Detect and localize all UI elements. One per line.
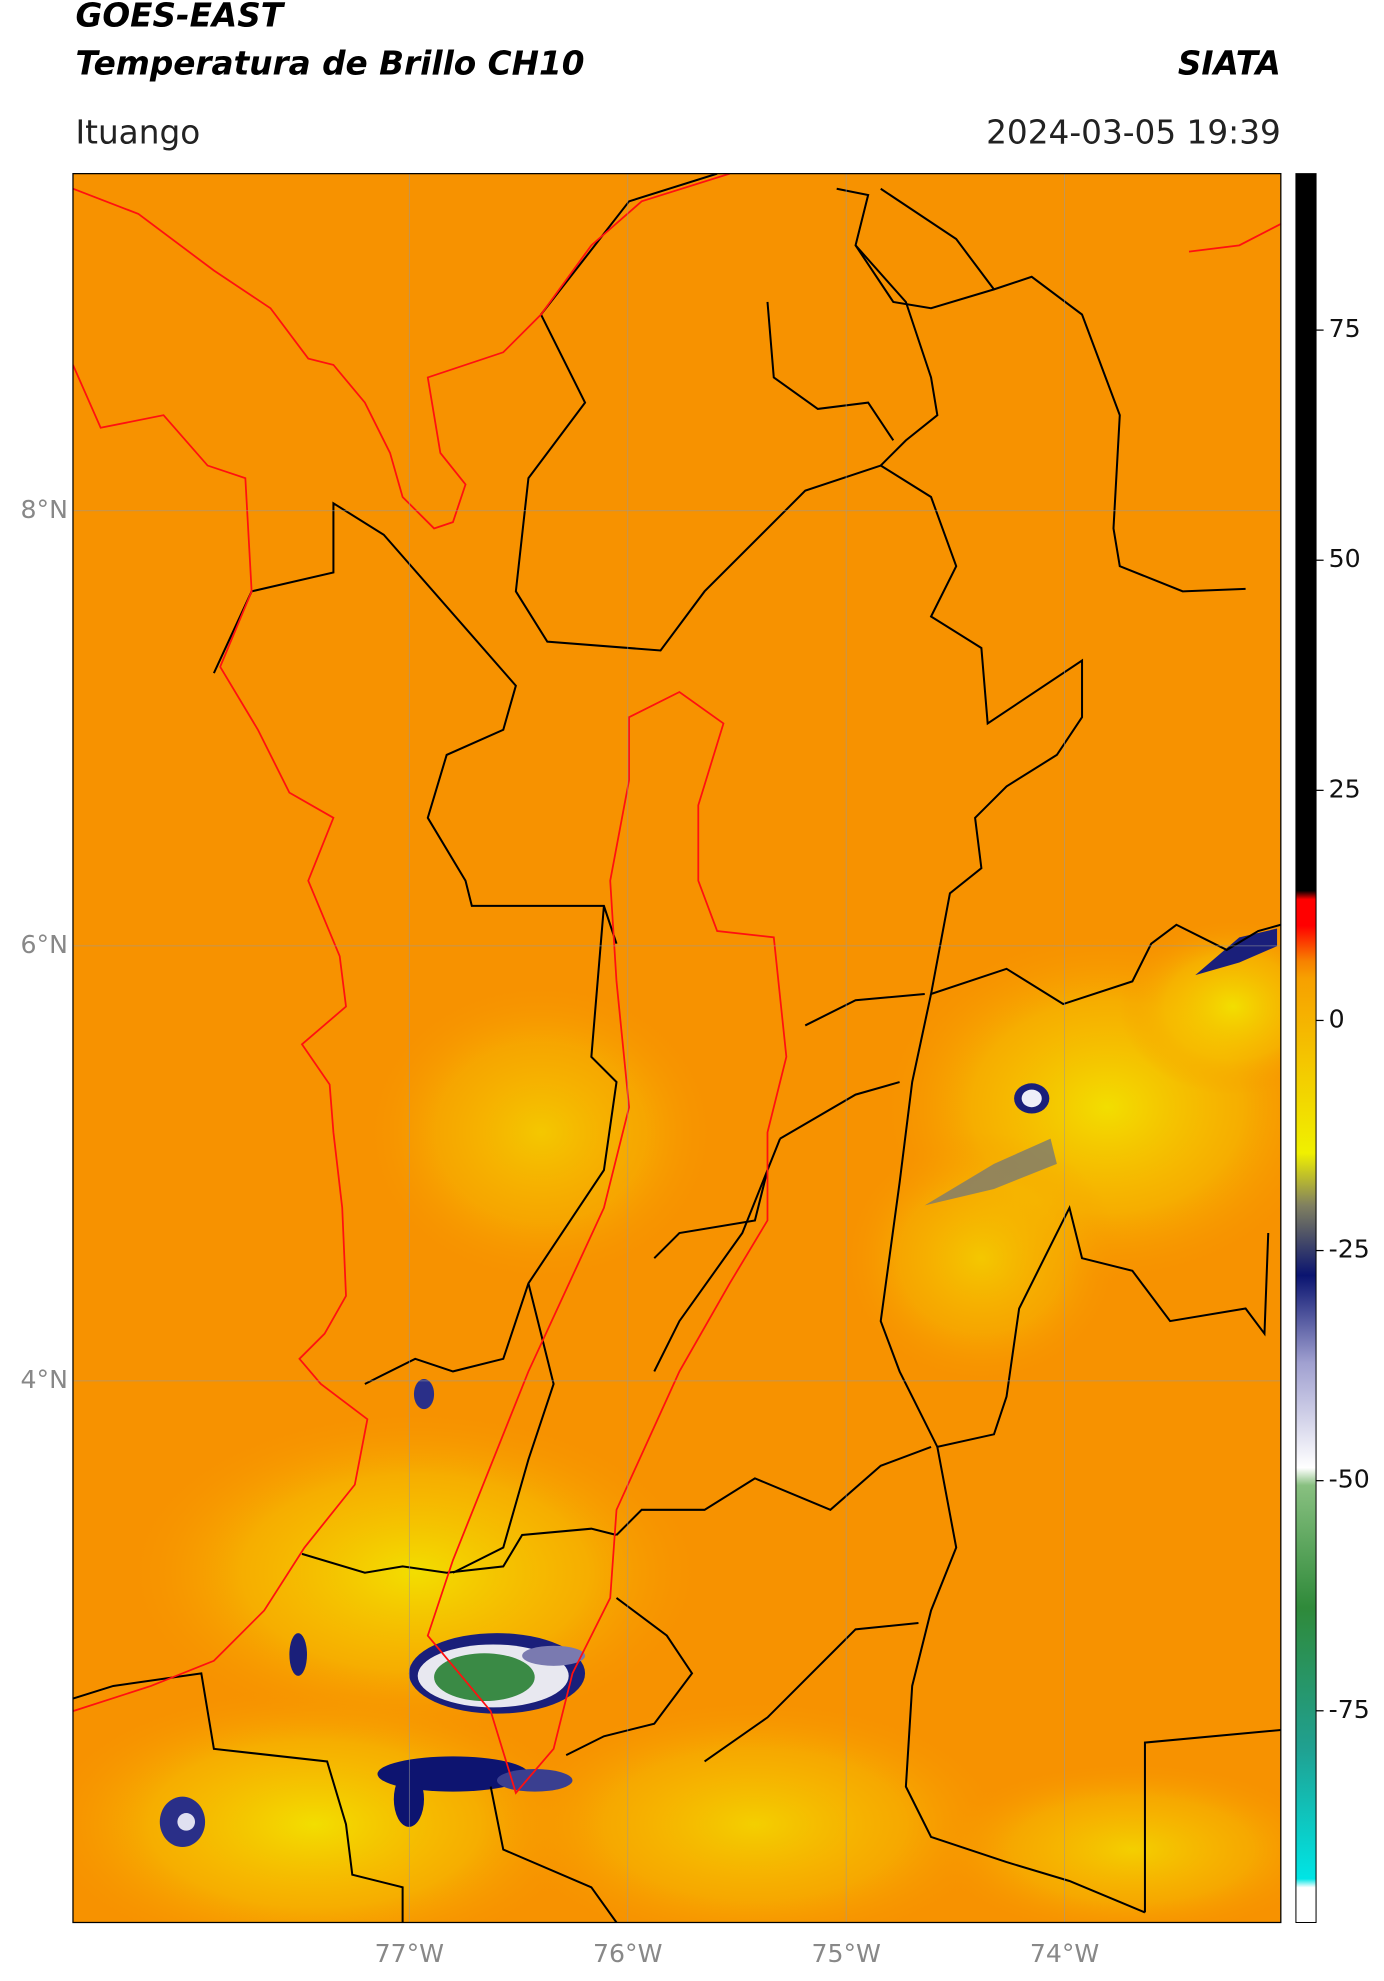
colorbar-tick-label: -75 (1329, 1695, 1370, 1724)
cold-clouds (159, 928, 1278, 1848)
y-tick-label: 4°N (21, 1365, 68, 1394)
title: GOES-EAST (75, 0, 285, 35)
colorbar-tick-label: 0 (1329, 1004, 1345, 1033)
colorbar (1295, 173, 1317, 1923)
x-tick-label: 76°W (593, 1939, 663, 1968)
x-tick-label: 75°W (811, 1939, 881, 1968)
colorbar-tick-label: 25 (1329, 774, 1361, 803)
coastline (72, 173, 1281, 1795)
x-tick-label: 74°W (1030, 1939, 1100, 1968)
brand: SIATA (1178, 44, 1281, 82)
x-tick-label: 77°W (375, 1939, 445, 1968)
colorbar-tick-label: -50 (1329, 1465, 1370, 1494)
map (72, 173, 1281, 1923)
map-frame (72, 172, 1282, 1924)
datetime: 2024-03-05 19:39 (986, 114, 1281, 152)
warm-areas (72, 918, 1281, 1923)
y-tick-label: 8°N (21, 495, 68, 524)
colorbar-tick-label: 50 (1329, 544, 1361, 573)
subtitle: Temperatura de Brillo CH10 (75, 44, 584, 82)
borders (72, 173, 1281, 1923)
grid (72, 173, 1281, 1923)
location: Ituango (75, 114, 200, 152)
colorbar-tick-label: -25 (1329, 1235, 1370, 1264)
colorbar-tick-label: 75 (1329, 314, 1361, 343)
y-tick-label: 6°N (21, 930, 68, 959)
